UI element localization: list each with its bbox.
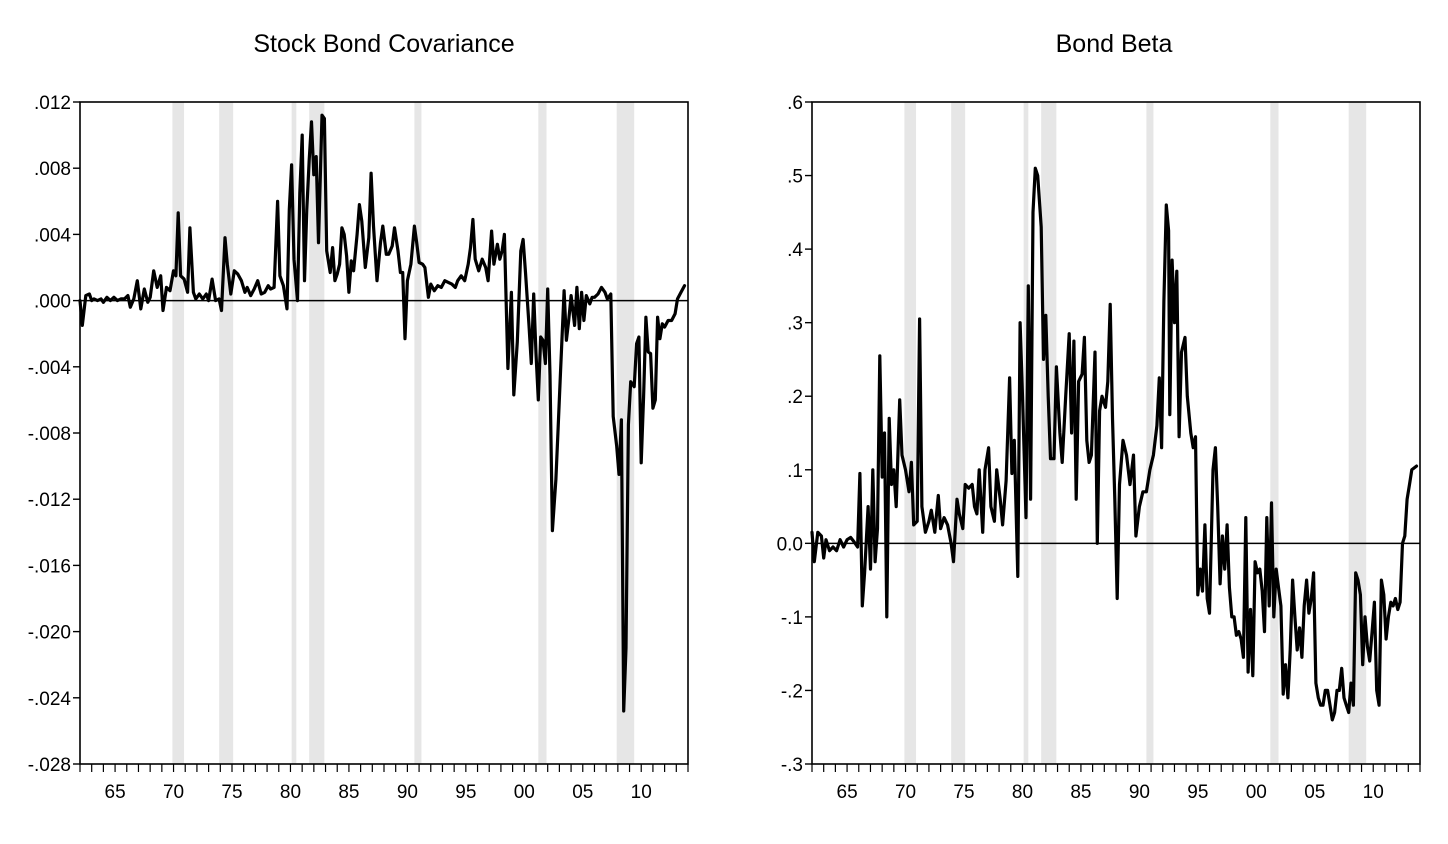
recession-band (538, 102, 547, 764)
y-tick-label: .012 (34, 93, 71, 114)
x-tick-label: 00 (514, 782, 535, 803)
x-tick-label: 75 (953, 782, 974, 803)
y-tick-label: .008 (34, 159, 71, 180)
x-tick-label: 95 (1187, 782, 1208, 803)
covariance-chart: Stock Bond Covariance .012 .008 .004 .000 -.… (28, 30, 689, 803)
y-tick-label: -.2 (781, 681, 803, 702)
y-tick-label: .004 (34, 225, 71, 246)
y-tick-label: .4 (787, 240, 803, 261)
y-tick-label: -.016 (28, 556, 71, 577)
recession-band (1146, 102, 1154, 764)
y-tick-label: .3 (787, 314, 803, 335)
x-tick-label: 65 (837, 782, 858, 803)
y-tick-label: -.1 (781, 608, 803, 629)
bond-beta-chart: Bond Beta .6 .5 .4 .3 .2 .1 0.0 -.1 -.2 -.3 65 70 75… (777, 30, 1421, 803)
x-tick-label: 65 (105, 782, 126, 803)
y-tick-label: -.024 (28, 689, 72, 710)
y-tick-label: -.3 (781, 755, 803, 776)
recession-band (616, 102, 635, 764)
y-tick-label: .000 (34, 292, 71, 313)
recession-band (291, 102, 297, 764)
y-tick-label: -.028 (28, 755, 71, 776)
x-tick-label: 00 (1246, 782, 1267, 803)
y-tick-label: 0.0 (777, 534, 803, 555)
x-tick-label: 05 (1304, 782, 1325, 803)
plot-frame (79, 101, 689, 765)
plot-frame (811, 101, 1421, 765)
y-tick-label: .1 (787, 461, 803, 482)
x-tick-label: 05 (572, 782, 593, 803)
recession-band (172, 102, 185, 764)
x-tick-label: 10 (631, 782, 652, 803)
y-tick-label: .6 (787, 93, 803, 114)
x-tick-label: 80 (280, 782, 301, 803)
x-tick-label: 95 (455, 782, 476, 803)
recession-band (219, 102, 234, 764)
y-tick-label: .2 (787, 387, 803, 408)
y-tick-label: -.008 (28, 424, 71, 445)
recession-band (904, 102, 917, 764)
y-tick-label: .5 (787, 167, 803, 188)
x-tick-label: 90 (1129, 782, 1150, 803)
series-line (810, 166, 1419, 722)
x-tick-label: 90 (397, 782, 418, 803)
x-tick-label: 85 (338, 782, 359, 803)
recession-band (414, 102, 422, 764)
recession-band (1270, 102, 1279, 764)
x-tick-label: 85 (1070, 782, 1091, 803)
series-line (78, 113, 687, 713)
x-tick-label: 70 (895, 782, 916, 803)
y-tick-label: -.020 (28, 623, 71, 644)
x-tick-label: 70 (163, 782, 184, 803)
y-tick-label: -.004 (28, 358, 72, 379)
recession-band (309, 102, 325, 764)
chart-title: Stock Bond Covariance (253, 30, 514, 58)
x-tick-label: 75 (221, 782, 242, 803)
chart-title: Bond Beta (1056, 30, 1173, 58)
y-tick-label: -.012 (28, 490, 71, 511)
x-tick-label: 80 (1012, 782, 1033, 803)
x-tick-label: 10 (1363, 782, 1384, 803)
recession-band (951, 102, 966, 764)
